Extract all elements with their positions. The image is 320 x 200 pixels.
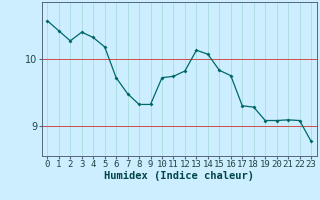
X-axis label: Humidex (Indice chaleur): Humidex (Indice chaleur) (104, 171, 254, 181)
